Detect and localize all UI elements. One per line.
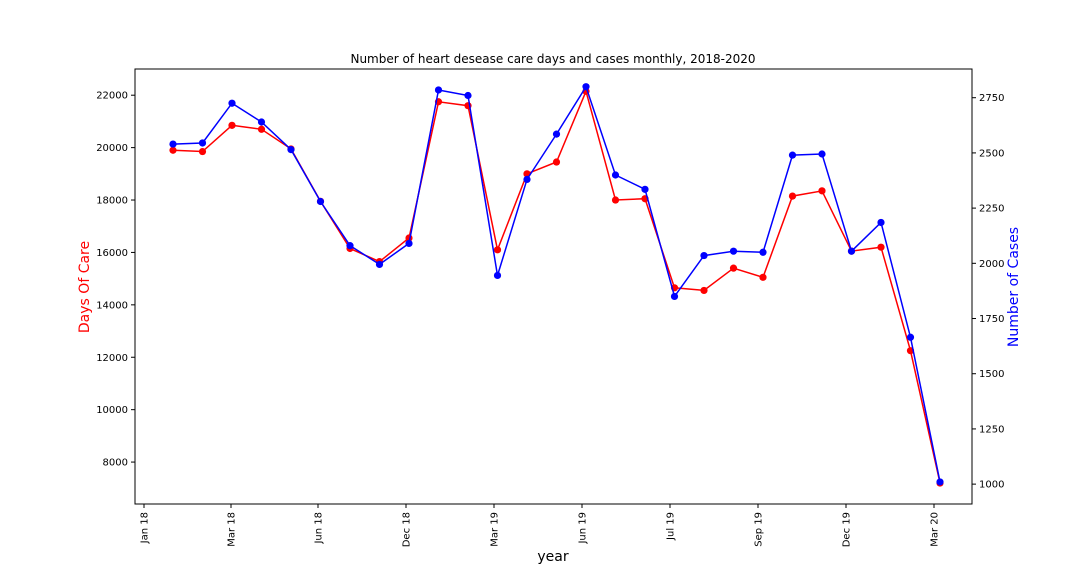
point-days-of-care bbox=[257, 125, 266, 133]
series-layer bbox=[169, 83, 944, 487]
x-tick-label: Mar 18 bbox=[227, 512, 238, 547]
point-days-of-care bbox=[700, 286, 708, 295]
point-days-of-care bbox=[493, 246, 502, 254]
right-y-tick-label: 1750 bbox=[979, 314, 1004, 325]
point-cases bbox=[818, 150, 826, 158]
point-cases bbox=[375, 260, 384, 269]
x-tick-label: Dec 18 bbox=[402, 512, 413, 547]
x-tick-label: Dec 19 bbox=[842, 512, 853, 547]
point-cases bbox=[346, 242, 354, 250]
x-tick-label: Mar 20 bbox=[930, 512, 941, 547]
left-y-tick-label: 14000 bbox=[96, 300, 128, 311]
x-tick-label: Sep 19 bbox=[754, 512, 765, 547]
right-y-tick-label: 1000 bbox=[979, 480, 1004, 491]
right-y-tick-label: 2000 bbox=[979, 259, 1004, 270]
left-y-tick-label: 12000 bbox=[96, 353, 128, 364]
right-y-tick-label: 2750 bbox=[979, 93, 1004, 104]
y-axis-title-left: Days Of Care bbox=[77, 241, 93, 333]
y-axis-title-right: Number of Cases bbox=[1006, 227, 1022, 347]
point-cases bbox=[611, 171, 620, 179]
right-y-tick-label: 2500 bbox=[979, 148, 1004, 159]
point-cases bbox=[198, 139, 207, 147]
point-cases bbox=[936, 478, 944, 486]
point-cases bbox=[700, 251, 708, 260]
left-axis: 8000 10000 12000 14000 16000 18000 20000 22000 bbox=[96, 91, 135, 469]
point-cases bbox=[641, 185, 649, 193]
x-tick-label: Jan 18 bbox=[140, 512, 151, 544]
point-cases bbox=[434, 86, 443, 94]
point-cases bbox=[582, 83, 590, 91]
point-cases bbox=[287, 145, 295, 154]
point-cases bbox=[493, 271, 502, 280]
left-y-tick-label: 18000 bbox=[96, 196, 128, 207]
point-days-of-care bbox=[228, 121, 236, 129]
point-cases bbox=[464, 91, 472, 100]
point-days-of-care bbox=[877, 243, 885, 251]
point-days-of-care bbox=[169, 146, 177, 154]
left-y-tick-label: 10000 bbox=[96, 405, 128, 416]
left-y-tick-label: 16000 bbox=[96, 248, 128, 259]
right-axis: 1000 1250 1500 1750 2000 2250 2500 2750 bbox=[972, 93, 1004, 491]
right-y-tick-label: 2250 bbox=[979, 204, 1004, 215]
point-days-of-care bbox=[198, 147, 207, 156]
point-days-of-care bbox=[759, 273, 767, 281]
x-axis: Jan 18 Mar 18 Jun 18 Dec 18 Mar 19 Jun 19 Jul … bbox=[140, 504, 941, 547]
x-tick-label: Mar 19 bbox=[490, 512, 501, 547]
right-y-tick-label: 1500 bbox=[979, 369, 1004, 380]
point-cases bbox=[906, 333, 915, 341]
left-y-tick-label: 20000 bbox=[96, 143, 128, 154]
point-cases bbox=[847, 247, 856, 255]
x-tick-label: Jun 18 bbox=[314, 512, 325, 545]
point-cases bbox=[877, 218, 885, 227]
point-cases bbox=[552, 130, 561, 138]
x-axis-title: year bbox=[537, 549, 568, 565]
point-cases bbox=[729, 247, 738, 255]
plot-area-frame bbox=[134, 68, 973, 505]
point-cases bbox=[405, 239, 413, 248]
point-days-of-care bbox=[552, 158, 561, 166]
point-days-of-care bbox=[788, 192, 797, 200]
x-tick-label: Jun 19 bbox=[578, 512, 589, 545]
point-cases bbox=[257, 118, 266, 126]
point-cases bbox=[523, 175, 531, 184]
point-cases bbox=[169, 140, 177, 148]
right-y-tick-label: 1250 bbox=[979, 424, 1004, 435]
point-cases bbox=[316, 197, 325, 206]
point-days-of-care bbox=[611, 196, 620, 204]
point-cases bbox=[228, 99, 236, 107]
point-days-of-care bbox=[729, 264, 738, 272]
x-tick-label: Jul 19 bbox=[666, 512, 677, 541]
point-cases bbox=[759, 248, 767, 256]
chart-title: Number of heart desease care days and ca… bbox=[350, 52, 755, 66]
left-y-tick-label: 22000 bbox=[96, 91, 128, 102]
point-days-of-care bbox=[818, 187, 826, 195]
left-y-tick-label: 8000 bbox=[103, 458, 128, 469]
point-cases bbox=[670, 292, 679, 301]
point-cases bbox=[788, 151, 797, 159]
